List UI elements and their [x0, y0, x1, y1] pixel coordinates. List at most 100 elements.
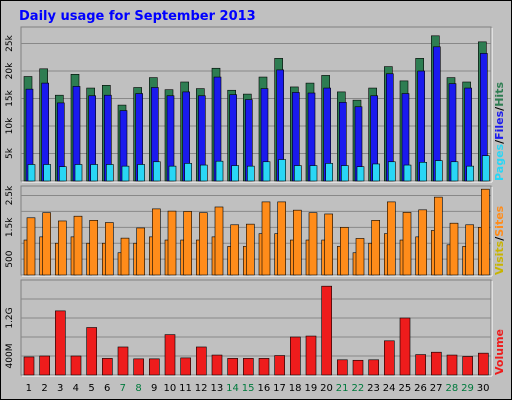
- volume-bar: [180, 357, 191, 376]
- pages-bar: [74, 164, 83, 182]
- pages-bar: [106, 164, 114, 182]
- volume-bar: [23, 356, 35, 376]
- pages-bar: [356, 166, 365, 182]
- volume-bar: [431, 351, 442, 376]
- volume-bar: [211, 354, 223, 376]
- pages-bar: [372, 163, 380, 182]
- volume-bar: [258, 358, 270, 376]
- hits-panel-tick-label: 10k: [5, 117, 15, 134]
- pages-bar: [153, 161, 161, 182]
- visits-bar: [230, 224, 239, 276]
- volume-bar: [352, 359, 364, 376]
- day-label: 29: [461, 383, 474, 394]
- day-label: 18: [289, 383, 302, 394]
- volume-panel-legend-item: Volume: [493, 329, 506, 375]
- visits-bar: [355, 238, 365, 276]
- visits-bar: [214, 206, 224, 276]
- day-label: 13: [210, 383, 223, 394]
- day-label: 12: [195, 383, 208, 394]
- day-label: 16: [257, 383, 270, 394]
- visits-bar: [167, 210, 177, 276]
- visits-panel-legend-item: Visits: [493, 240, 506, 275]
- visits-bar: [324, 213, 333, 276]
- day-label: 19: [304, 383, 317, 394]
- volume-bar: [86, 327, 97, 376]
- pages-bar: [435, 160, 443, 182]
- visits-bar: [261, 201, 271, 276]
- day-label: 11: [179, 383, 192, 394]
- volume-bar: [133, 358, 144, 376]
- pages-bar: [90, 164, 98, 182]
- volume-bar: [321, 285, 332, 376]
- chart-title: Daily usage for September 2013: [19, 9, 256, 24]
- pages-bar: [262, 161, 271, 182]
- day-label: 2: [41, 383, 47, 394]
- volume-bar: [227, 358, 238, 376]
- visits-panel-legend-item: /: [493, 236, 506, 241]
- volume-bar: [290, 336, 301, 376]
- visits-bar: [449, 222, 459, 276]
- day-label: 3: [57, 383, 63, 394]
- day-label: 5: [88, 383, 94, 394]
- day-label: 20: [320, 383, 333, 394]
- pages-bar: [278, 159, 286, 182]
- visits-bar: [105, 222, 114, 276]
- day-label: 27: [430, 383, 443, 394]
- volume-bar: [164, 334, 176, 376]
- pages-bar: [184, 163, 192, 182]
- pages-bar: [450, 161, 459, 182]
- pages-bar: [247, 165, 255, 182]
- volume-bar: [368, 359, 379, 376]
- hits-panel-tick-label: 20k: [5, 62, 15, 79]
- hits-panel-legend-item: Files: [493, 110, 506, 140]
- pages-bar: [231, 165, 239, 182]
- visits-bar: [42, 212, 51, 276]
- visits-bar: [136, 227, 145, 276]
- visits-bar: [26, 217, 36, 276]
- visits-panel-legend: Visits/Sites: [493, 205, 506, 275]
- visits-bar: [481, 188, 490, 276]
- day-label: 1: [26, 383, 32, 394]
- hits-panel-legend-item: /: [493, 106, 506, 111]
- day-label: 23: [367, 383, 380, 394]
- day-label: 26: [414, 383, 427, 394]
- day-label: 30: [477, 383, 490, 394]
- day-label: 22: [351, 383, 364, 394]
- volume-bar: [462, 356, 473, 376]
- visits-bar: [308, 212, 318, 276]
- volume-panel-plot-area: [20, 279, 492, 376]
- pages-bar: [341, 165, 349, 182]
- volume-bar: [39, 355, 50, 376]
- visits-bar: [371, 220, 380, 276]
- day-label: 7: [120, 383, 126, 394]
- visits-panel-tick-label: 1.5k: [5, 217, 15, 237]
- visits-bar: [402, 212, 412, 276]
- visits-bar: [120, 237, 130, 276]
- visits-panel-tick-label: 2.5k: [5, 185, 15, 205]
- hits-panel-tick-label: 25k: [5, 34, 15, 51]
- pages-bar: [325, 163, 333, 182]
- hits-panel-legend-item: Pages: [493, 143, 506, 181]
- visits-bar: [183, 211, 192, 276]
- day-label: 28: [445, 383, 458, 394]
- day-label: 25: [398, 383, 411, 394]
- pages-bar: [137, 164, 145, 182]
- pages-bar: [466, 165, 474, 182]
- day-label: 17: [273, 383, 286, 394]
- visits-bar: [340, 227, 349, 276]
- visits-bar: [73, 215, 83, 276]
- pages-bar: [294, 165, 302, 182]
- pages-bar: [200, 164, 208, 182]
- volume-bar: [243, 358, 254, 376]
- volume-bar: [117, 346, 129, 376]
- day-label: 8: [135, 383, 141, 394]
- volume-bar: [415, 354, 426, 376]
- day-label: 10: [163, 383, 176, 394]
- pages-bar: [59, 166, 67, 182]
- day-label: 14: [226, 383, 239, 394]
- visits-bar: [387, 201, 396, 276]
- hits-panel-legend-item: /: [493, 139, 506, 144]
- pages-bar: [168, 165, 177, 182]
- pages-bar: [309, 165, 318, 182]
- hits-panel-tick-label: 5k: [5, 147, 15, 159]
